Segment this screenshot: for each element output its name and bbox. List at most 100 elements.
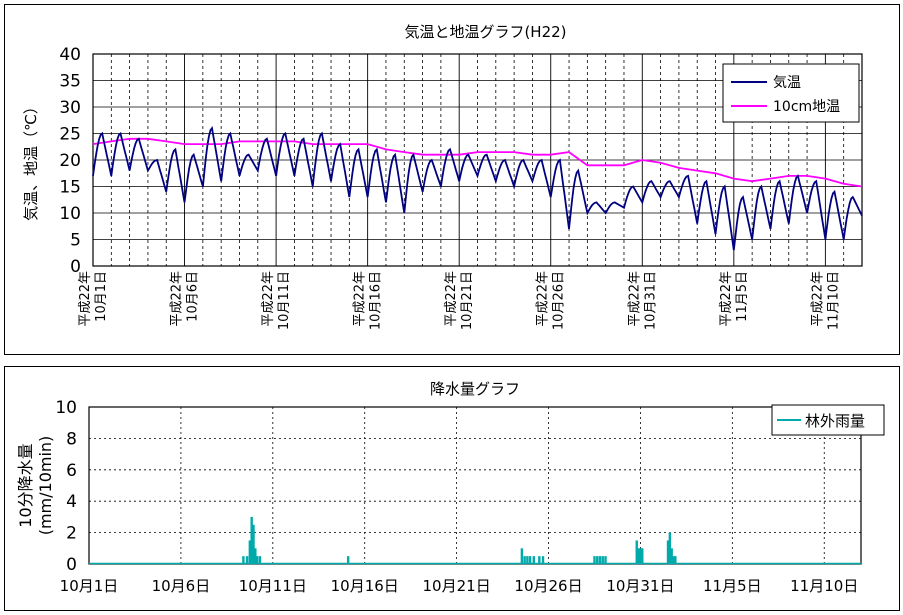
x-tick-label: 平成22年 10月31日: [627, 271, 658, 330]
chart-title: 降水量グラフ: [430, 380, 520, 398]
grid: [89, 406, 861, 565]
y-tick-label: 30: [59, 98, 81, 118]
bar: [672, 556, 675, 564]
bar: [668, 532, 672, 564]
bar: [593, 556, 596, 564]
x-tick-label-line2: 10月31日: [643, 271, 658, 330]
legend: 林外雨量: [771, 404, 885, 436]
y-axis-label-line1: 10分降水量: [16, 443, 35, 527]
x-tick-label-line2: 10月1日: [94, 271, 109, 322]
bar: [526, 556, 529, 564]
bar: [541, 556, 545, 564]
legend: 気温 10cm地温: [722, 63, 860, 123]
y-tick-label: 20: [59, 151, 81, 171]
bar: [242, 556, 245, 564]
y-tick-label: 15: [59, 178, 81, 198]
x-tick-label-line1: 平成22年: [444, 271, 459, 327]
y-tick-label: 10: [59, 204, 81, 224]
bar: [520, 548, 524, 564]
legend-label-air-temp: 気温: [773, 75, 801, 91]
y-tick-label: 35: [59, 72, 81, 92]
bar: [523, 556, 526, 564]
x-tick-label: 10月31日: [606, 577, 674, 595]
bar: [639, 548, 642, 564]
grid: [93, 53, 862, 267]
bar: [252, 524, 255, 564]
y-tick-label: 2: [66, 524, 77, 544]
series-line-air-temp: [92, 125, 863, 251]
legend-box: [722, 63, 860, 123]
bar: [248, 540, 252, 564]
x-tick-label-line1: 平成22年: [353, 271, 368, 327]
y-tick-label: 0: [66, 555, 77, 575]
bar: [641, 548, 644, 564]
x-tick-label-line1: 平成22年: [810, 271, 825, 327]
y-tick-label: 40: [59, 45, 81, 65]
x-tick-label-line1: 平成22年: [536, 271, 551, 327]
precipitation-chart-panel: 降水量グラフ 0 2 4 6 8 10 10分降水量 (mm/10min) 10月1日 10月6日 1…: [4, 366, 900, 611]
x-tick-label-line2: 10月16日: [369, 271, 384, 330]
x-tick-label: 平成22年 10月1日: [78, 271, 109, 327]
x-tick-label-line1: 平成22年: [78, 271, 93, 327]
y-tick-label: 8: [66, 429, 77, 449]
bar: [637, 548, 640, 564]
x-tick-label-line1: 平成22年: [261, 271, 276, 327]
bar: [666, 540, 670, 564]
x-tick-label-line2: 10月21日: [460, 271, 475, 330]
bar: [532, 556, 536, 564]
x-tick-label: 10月26日: [514, 577, 582, 595]
bar: [601, 556, 604, 564]
x-tick-label: 10月16日: [331, 577, 399, 595]
bar: [245, 556, 249, 564]
chart-title: 気温と地温グラフ(H22): [404, 23, 566, 41]
x-tick-label-line1: 平成22年: [627, 271, 642, 327]
bar: [255, 556, 259, 564]
x-tick-label: 平成22年 10月21日: [444, 271, 475, 330]
legend-label-ground-temp: 10cm地温: [773, 99, 840, 115]
x-tick-label-line2: 10月26日: [552, 271, 567, 330]
x-tick-label-line2: 11月10日: [826, 271, 841, 330]
y-tick-label: 5: [70, 231, 81, 251]
x-tick-label: 平成22年 10月26日: [536, 271, 567, 330]
bar: [254, 548, 257, 564]
y-axis-label-line2: (mm/10min): [36, 436, 55, 536]
temperature-chart-panel: 気温と地温グラフ(H22) 0 5 10 15 20 25 30 35 40 気温、地温（℃） 平成2…: [4, 4, 900, 355]
bar: [258, 556, 262, 564]
y-tick-label: 0: [70, 257, 81, 277]
x-tick-label-line1: 平成22年: [170, 271, 185, 327]
temperature-chart: 気温と地温グラフ(H22) 0 5 10 15 20 25 30 35 40 気温、地温（℃） 平成2…: [22, 23, 863, 330]
bar: [250, 516, 253, 564]
bar: [670, 548, 673, 564]
x-tick-label-line2: 10月6日: [186, 271, 201, 322]
x-tick-label: 10月21日: [423, 577, 491, 595]
x-tick-label: 平成22年 11月10日: [810, 271, 841, 330]
x-tick-label: 平成22年 11月5日: [719, 271, 750, 327]
plot-area: [88, 406, 862, 565]
x-tick-label: 10月6日: [152, 577, 211, 595]
bar: [604, 556, 607, 564]
x-tick-label: 10月1日: [60, 577, 119, 595]
y-axis-label: 気温、地温（℃）: [22, 99, 40, 221]
bar: [596, 556, 599, 564]
x-tick-label: 平成22年 10月11日: [261, 271, 292, 330]
x-tick-label: 10月11日: [239, 577, 307, 595]
plot-area: [92, 53, 863, 267]
y-tick-label: 6: [66, 461, 77, 481]
y-tick-label: 25: [59, 125, 81, 145]
x-tick-label: 11月5日: [703, 577, 762, 595]
bar: [528, 556, 532, 564]
bar: [635, 540, 638, 564]
y-tick-label: 10: [55, 398, 77, 418]
y-tick-label: 4: [66, 492, 77, 512]
x-tick-label-line2: 11月5日: [735, 271, 750, 322]
y-axis-label: 10分降水量 (mm/10min): [16, 436, 55, 536]
bar: [538, 556, 541, 564]
x-tick-label-line1: 平成22年: [719, 271, 734, 327]
x-tick-label: 平成22年 10月6日: [170, 271, 201, 327]
x-tick-label: 平成22年 10月16日: [353, 271, 384, 330]
series-line-ground-temp: [92, 137, 863, 188]
x-tick-label: 11月10日: [790, 577, 858, 595]
bar: [674, 556, 677, 564]
bar: [598, 556, 602, 564]
